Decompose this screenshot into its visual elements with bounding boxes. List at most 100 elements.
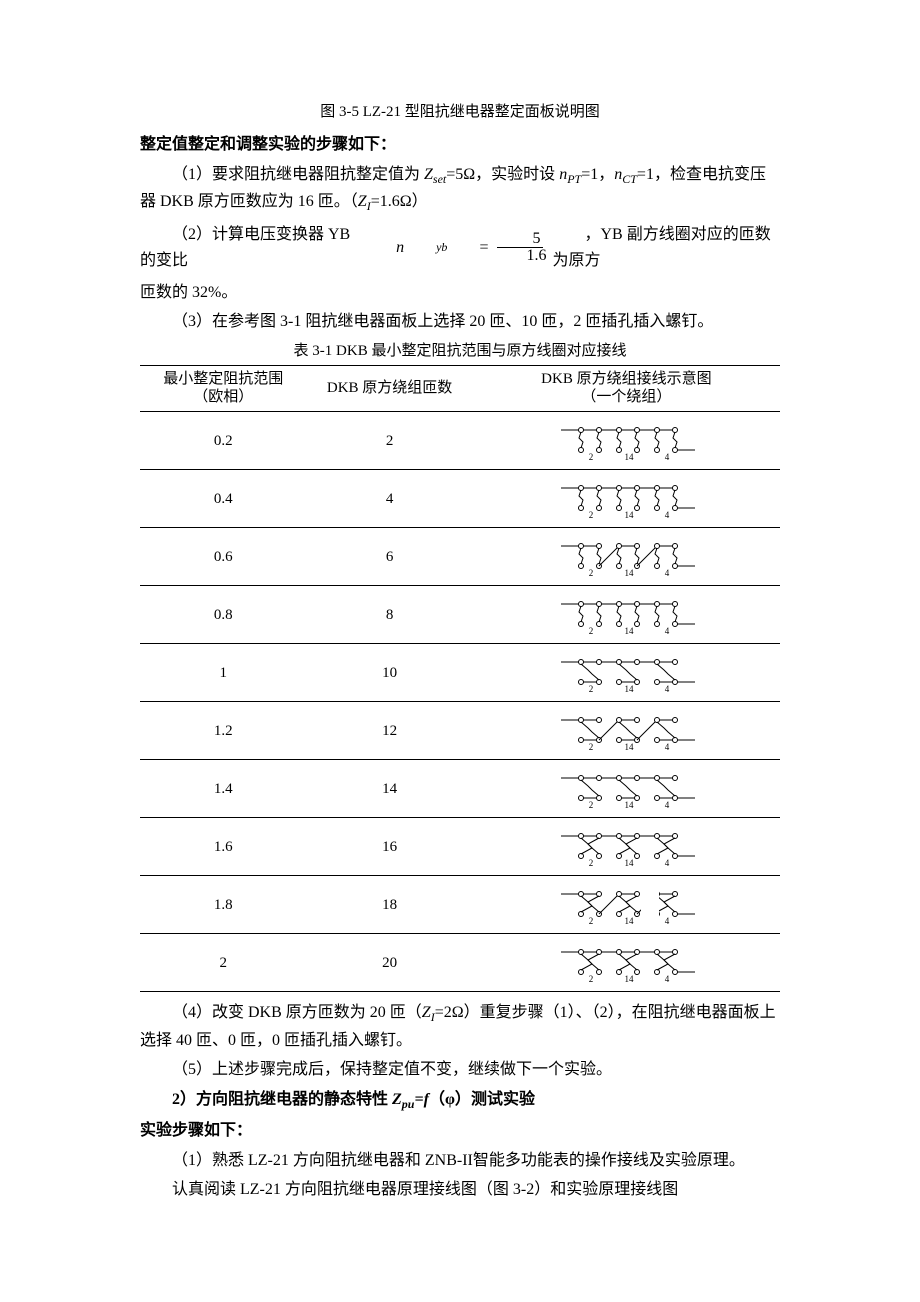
p2-eq: = — [447, 235, 488, 261]
heading-3: 实验步骤如下： — [140, 1118, 780, 1144]
heading-2: 2）方向阻抗继电器的静态特性 Zpu=f（φ）测试实验 — [140, 1087, 780, 1114]
svg-text:14: 14 — [625, 800, 635, 810]
table-row: 1.616 2 14 4 — [140, 818, 780, 876]
svg-text:4: 4 — [665, 684, 670, 694]
svg-text:14: 14 — [625, 452, 635, 462]
table-row: 0.882144 — [140, 586, 780, 644]
svg-text:2: 2 — [589, 452, 594, 462]
svg-text:2: 2 — [589, 916, 594, 926]
table-row: 0.662144 — [140, 528, 780, 586]
svg-text:2: 2 — [589, 626, 594, 636]
cell-turns: 20 — [306, 934, 472, 992]
h2-zpu: Z — [392, 1091, 402, 1108]
p1-z-sub: set — [433, 172, 446, 186]
svg-text:2: 2 — [589, 858, 594, 868]
p1-mid1: =5Ω，实验时设 — [446, 166, 559, 183]
table-row: 0.442144 — [140, 470, 780, 528]
h2-prefix: 2）方向阻抗继电器的静态特性 — [172, 1091, 392, 1108]
step-1: （1）要求阻抗继电器阻抗整定值为 Zset=5Ω，实验时设 nPT=1，nCT=… — [140, 162, 780, 217]
winding-diagram: 2 14 4 — [541, 826, 711, 868]
th-1-text: 最小整定阻抗范围 （欧相） — [163, 371, 283, 406]
winding-diagram: 2 14 4 — [541, 652, 711, 694]
table-caption: 表 3-1 DKB 最小整定阻抗范围与原方线圈对应接线 — [140, 339, 780, 363]
cell-range: 0.8 — [140, 586, 306, 644]
winding-diagram: 2144 — [541, 768, 711, 810]
svg-text:14: 14 — [625, 626, 635, 636]
p2-after: ，YB 副方线圈对应的匝数为原方 — [552, 222, 780, 273]
winding-diagram: 2144 — [541, 478, 711, 520]
winding-diagram: 2 14 4 — [541, 710, 711, 752]
cell-diagram: 2144 — [473, 528, 780, 586]
winding-diagram: 2144 — [541, 884, 711, 926]
p1-n2-sub: CT — [622, 172, 637, 186]
svg-text:2: 2 — [589, 974, 594, 984]
svg-text:14: 14 — [625, 568, 635, 578]
cell-range: 0.6 — [140, 528, 306, 586]
step-2-1: （1）熟悉 LZ-21 方向阻抗继电器和 ZNB-II智能多功能表的操作接线及实… — [140, 1148, 780, 1174]
table-row: 1.212 2 14 4 — [140, 702, 780, 760]
svg-text:4: 4 — [665, 452, 670, 462]
p2-text: （2）计算电压变换器 YB 的变比 — [140, 222, 364, 273]
cell-range: 1.6 — [140, 818, 306, 876]
svg-text:2: 2 — [589, 684, 594, 694]
svg-text:14: 14 — [625, 742, 635, 752]
th-3: DKB 原方绕组接线示意图 （一个绕组） — [473, 365, 780, 412]
svg-text:4: 4 — [665, 742, 670, 752]
p1-zi: Z — [358, 193, 367, 210]
svg-text:14: 14 — [625, 684, 635, 694]
p1-z: Z — [424, 166, 433, 183]
p1-text: （1）要求阻抗继电器阻抗整定值为 — [172, 166, 424, 183]
dkb-table: 最小整定阻抗范围 （欧相） DKB 原方绕组匝数 DKB 原方绕组接线示意图 （… — [140, 365, 780, 993]
table-row: 1.4142144 — [140, 760, 780, 818]
svg-text:14: 14 — [625, 974, 635, 984]
fraction-den: 1.6 — [491, 248, 549, 265]
th-2-text: DKB 原方绕组匝数 — [327, 380, 452, 396]
p2-n-sub: yb — [404, 238, 447, 257]
fraction: 5 1.6 — [491, 231, 549, 266]
cell-turns: 16 — [306, 818, 472, 876]
cell-turns: 18 — [306, 876, 472, 934]
h2-zpu-sub: pu — [402, 1097, 415, 1111]
cell-range: 1 — [140, 644, 306, 702]
step-2-2: 认真阅读 LZ-21 方向阻抗继电器原理接线图（图 3-2）和实验原理接线图 — [140, 1177, 780, 1203]
cell-range: 1.8 — [140, 876, 306, 934]
svg-text:2: 2 — [589, 742, 594, 752]
cell-turns: 10 — [306, 644, 472, 702]
th-3-text: DKB 原方绕组接线示意图 （一个绕组） — [541, 371, 711, 406]
svg-text:4: 4 — [665, 974, 670, 984]
fraction-num: 5 — [497, 231, 543, 249]
cell-diagram: 2144 — [473, 586, 780, 644]
p1-mid2: =1， — [581, 166, 614, 183]
cell-range: 1.4 — [140, 760, 306, 818]
table-row: 2202144 — [140, 934, 780, 992]
winding-diagram: 2144 — [541, 594, 711, 636]
step-3: （3）在参考图 3-1 阻抗继电器面板上选择 20 匝、10 匝，2 匝插孔插入… — [140, 309, 780, 335]
cell-turns: 14 — [306, 760, 472, 818]
winding-diagram: 2144 — [541, 536, 711, 578]
cell-range: 0.2 — [140, 412, 306, 470]
svg-text:14: 14 — [625, 510, 635, 520]
cell-turns: 12 — [306, 702, 472, 760]
cell-diagram: 2 14 4 — [473, 818, 780, 876]
th-1: 最小整定阻抗范围 （欧相） — [140, 365, 306, 412]
p4-zi: Z — [422, 1004, 431, 1021]
p1-n1-sub: PT — [567, 172, 581, 186]
svg-text:2: 2 — [589, 568, 594, 578]
cell-turns: 8 — [306, 586, 472, 644]
table-row: 0.222144 — [140, 412, 780, 470]
step-4: （4）改变 DKB 原方匝数为 20 匝（ZI=2Ω）重复步骤（1）、（2），在… — [140, 1000, 780, 1053]
p1-n1: n — [559, 166, 567, 183]
cell-range: 1.2 — [140, 702, 306, 760]
cell-diagram: 2144 — [473, 760, 780, 818]
table-row: 1.818 2144 — [140, 876, 780, 934]
figure-caption: 图 3-5 LZ-21 型阻抗继电器整定面板说明图 — [140, 100, 780, 124]
step-5: （5）上述步骤完成后，保持整定值不变，继续做下一个实验。 — [140, 1057, 780, 1083]
cell-range: 2 — [140, 934, 306, 992]
svg-text:4: 4 — [665, 858, 670, 868]
cell-turns: 2 — [306, 412, 472, 470]
svg-text:4: 4 — [665, 510, 670, 520]
svg-text:14: 14 — [625, 858, 635, 868]
h2-phi: （φ） — [429, 1091, 471, 1108]
cell-diagram: 2 14 4 — [473, 934, 780, 992]
p2-n: n — [364, 235, 404, 261]
